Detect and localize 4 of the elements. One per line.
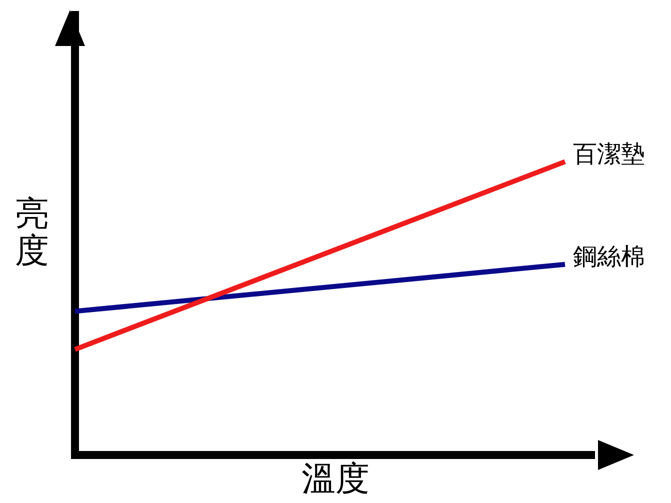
series-label: 鋼絲棉 — [573, 242, 645, 271]
x-axis-title: 溫度 — [300, 459, 370, 499]
y-axis-title: 亮度 — [14, 194, 50, 272]
series-label: 百潔墊 — [573, 140, 645, 168]
